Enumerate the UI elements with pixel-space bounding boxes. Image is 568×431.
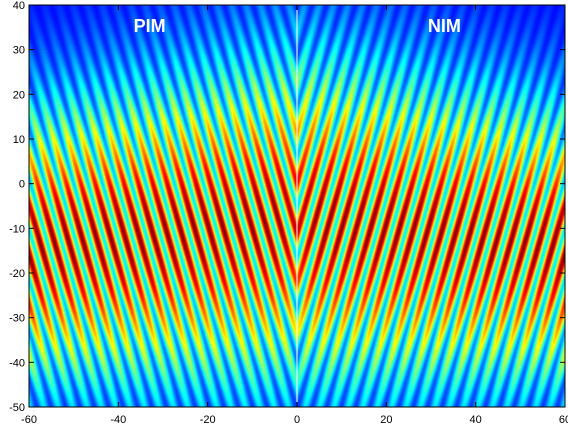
x-tick-label: 20 — [380, 414, 392, 426]
y-axis: -50 -40 -30 -20 -10 0 10 20 30 40 — [9, 0, 565, 414]
plot-area — [29, 5, 565, 407]
y-tick-label: -10 — [9, 223, 25, 235]
x-tick-label: 40 — [470, 414, 482, 426]
y-tick-label: 0 — [19, 179, 25, 191]
x-axis: -60 -40 -20 0 20 40 60 — [21, 5, 568, 426]
y-tick-label: 30 — [13, 45, 25, 57]
y-tick-label: -50 — [9, 402, 25, 414]
region-label-nim: NIM — [428, 16, 461, 36]
y-tick-label: 10 — [13, 134, 25, 146]
region-label-pim: PIM — [134, 16, 166, 36]
x-tick-label: 60 — [559, 414, 568, 426]
x-tick-label: -20 — [200, 414, 216, 426]
x-tick-label: -40 — [110, 414, 126, 426]
y-tick-label: -40 — [9, 357, 25, 369]
x-tick-label: -60 — [21, 414, 37, 426]
x-tick-label: 0 — [294, 414, 300, 426]
y-tick-label: -30 — [9, 313, 25, 325]
y-tick-label: -20 — [9, 268, 25, 280]
y-tick-label: 40 — [13, 0, 25, 12]
y-tick-label: 20 — [13, 89, 25, 101]
